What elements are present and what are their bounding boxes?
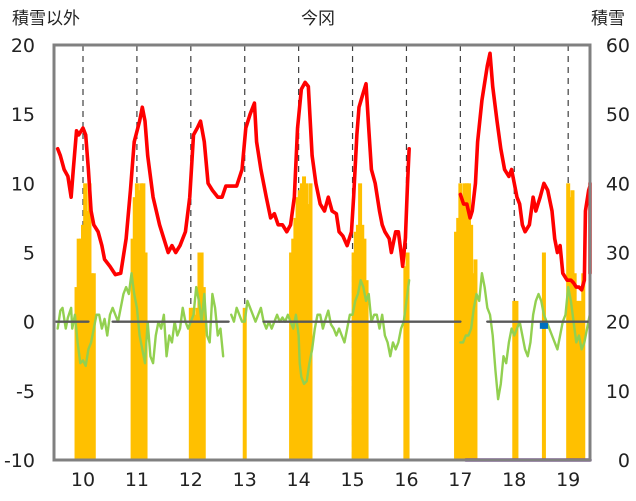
- right-axis-title: 積雪: [591, 9, 625, 29]
- x-tick-label-12: 12: [179, 469, 203, 491]
- y-left-tick-label: 0: [23, 312, 35, 334]
- snow-bar-24: [289, 252, 294, 460]
- snow-bar-17: [190, 307, 195, 460]
- snow-bar-47: [462, 183, 467, 461]
- snow-bar-63: [581, 273, 586, 460]
- snow-bar-59: [572, 273, 577, 460]
- snow-bar-34: [351, 252, 356, 460]
- x-tick-label-19: 19: [556, 469, 580, 491]
- snow-bar-7: [89, 273, 94, 460]
- x-tick-label-17: 17: [448, 469, 472, 491]
- blue-marker-1: [542, 322, 549, 329]
- y-left-tick-label: 5: [23, 243, 35, 265]
- plot-frame: [52, 43, 592, 462]
- x-tick-label-15: 15: [340, 469, 364, 491]
- snow-bar-60: [574, 300, 579, 460]
- snow-bar-44: [456, 217, 461, 460]
- y-right-tick-label: 40: [606, 173, 630, 195]
- snow-bar-9: [130, 238, 135, 460]
- y-left-tick-label: -10: [4, 450, 35, 472]
- snow-bar-23: [242, 307, 247, 460]
- x-tick-label-16: 16: [394, 469, 418, 491]
- y-left-tick-label: 15: [11, 104, 35, 126]
- snow-bar-55: [541, 252, 546, 460]
- snow-bar-43: [454, 231, 459, 460]
- series-line-0-0: [55, 80, 411, 277]
- snow-bar-5: [85, 211, 90, 460]
- snow-bar-0: [74, 287, 79, 460]
- snow-bar-21: [199, 252, 204, 460]
- snow-bar-48: [464, 183, 469, 461]
- y-left-tick-label: 20: [11, 35, 35, 57]
- y-right-tick-label: 0: [618, 450, 630, 472]
- snow-bar-19: [195, 307, 200, 460]
- y-left-tick-label: -5: [16, 381, 35, 403]
- snow-bar-50: [469, 224, 474, 460]
- x-tick-label-11: 11: [125, 469, 149, 491]
- series-line-1-3: [230, 278, 411, 386]
- snow-bar-2: [78, 238, 83, 460]
- snow-bar-52: [473, 259, 478, 460]
- snow-bar-54: [514, 300, 519, 460]
- snow-bar-61: [576, 300, 581, 460]
- y-right-tick-label: 10: [606, 381, 630, 403]
- snow-bar-39: [362, 238, 367, 460]
- snow-bar-36: [355, 224, 360, 460]
- x-tick-label-10: 10: [71, 469, 95, 491]
- snow-bar-51: [471, 273, 476, 460]
- y-right-tick-label: 50: [606, 104, 630, 126]
- snow-bar-58: [570, 190, 575, 460]
- snow-bar-8: [91, 273, 96, 460]
- snow-bar-20: [197, 252, 202, 460]
- y-left-tick-label: 10: [11, 173, 35, 195]
- snow-bar-49: [466, 183, 471, 461]
- snow-bar-28: [297, 190, 302, 460]
- x-tick-label-14: 14: [287, 469, 311, 491]
- snow-bar-53: [512, 300, 517, 460]
- frame-layer: [52, 43, 592, 462]
- snow-bar-10: [132, 197, 137, 460]
- snow-bar-3: [81, 224, 85, 460]
- chart-title: 今冈: [301, 9, 335, 29]
- snow-bar-32: [306, 204, 311, 460]
- snow-bar-46: [460, 197, 465, 460]
- snow-bar-42: [405, 252, 410, 460]
- y-right-tick-label: 30: [606, 243, 630, 265]
- snow-bar-40: [364, 280, 369, 460]
- snow-bar-62: [579, 300, 584, 460]
- y-right-tick-label: 60: [606, 35, 630, 57]
- left-axis-title: 積雪以外: [12, 9, 80, 29]
- snow-bar-18: [193, 314, 198, 460]
- series-line-1-2: [56, 272, 225, 368]
- snow-bar-30: [302, 176, 307, 460]
- snow-bar-26: [293, 217, 298, 460]
- snow-bar-57: [568, 197, 573, 460]
- snow-bar-41: [403, 266, 408, 460]
- x-tick-label-13: 13: [233, 469, 257, 491]
- snow-bar-38: [360, 224, 365, 460]
- y-right-tick-label: 20: [606, 312, 630, 334]
- snow-bar-22: [201, 287, 206, 460]
- x-tick-label-18: 18: [502, 469, 526, 491]
- snow-bar-35: [353, 231, 358, 460]
- snow-bar-25: [291, 238, 296, 460]
- snow-bar-16: [188, 307, 193, 460]
